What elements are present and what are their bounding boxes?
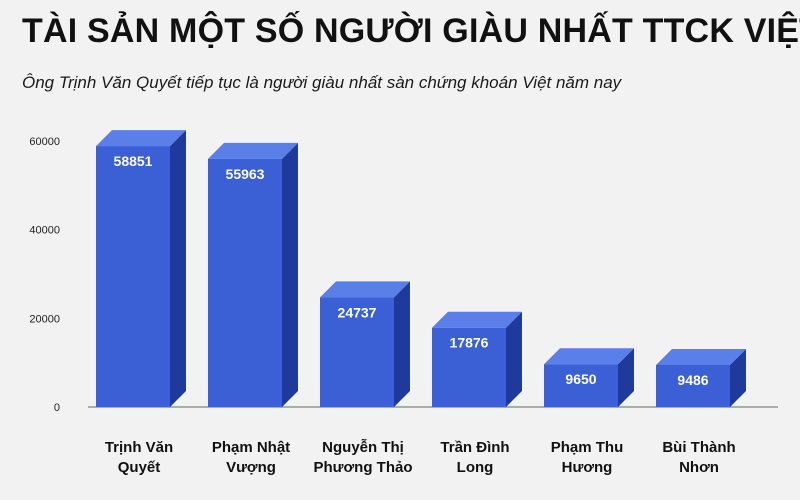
bar	[96, 146, 170, 407]
bar-top	[320, 281, 410, 298]
bar-side	[282, 142, 298, 407]
x-category-label: Bùi Thành	[662, 439, 735, 456]
bar-side	[170, 130, 186, 407]
bar	[544, 364, 618, 407]
bar-side	[730, 348, 746, 407]
bar-side	[506, 311, 522, 407]
x-category-label: Quyết	[118, 459, 161, 476]
bar-value-label: 24737	[338, 304, 377, 320]
chart-subtitle: Ông Trịnh Văn Quyết tiếp tục là người gi…	[22, 73, 622, 92]
bar-side	[618, 348, 634, 407]
x-category-label: Trịnh Văn	[105, 439, 173, 456]
x-category-label: Phạm Thu	[551, 439, 624, 456]
x-category-label: Long	[457, 459, 494, 476]
bar-value-label: 9486	[677, 372, 708, 388]
x-category-label: Phạm Nhật	[212, 439, 290, 456]
bar-top	[208, 142, 298, 159]
y-tick-label: 40000	[29, 225, 60, 237]
bar-top	[544, 348, 634, 365]
x-category-label: Nhơn	[679, 459, 719, 476]
bar-top	[656, 348, 746, 365]
chart-title: TÀI SẢN MỘT SỐ NGƯỜI GIÀU NHẤT TTCK VIỆT	[22, 12, 800, 50]
bar-side	[394, 281, 410, 407]
bar	[320, 297, 394, 407]
x-category-label: Hương	[562, 459, 613, 476]
y-tick-label: 0	[54, 402, 60, 414]
bar	[432, 327, 506, 407]
x-category-label: Trần Đình	[440, 439, 509, 456]
x-category-label: Nguyễn Thị	[322, 439, 404, 456]
y-tick-label: 20000	[29, 313, 60, 325]
bar-value-label: 58851	[114, 153, 153, 169]
bar	[656, 364, 730, 407]
bar-value-label: 9650	[565, 371, 596, 387]
bar-value-label: 17876	[450, 335, 489, 351]
y-tick-label: 60000	[29, 136, 60, 148]
bar	[208, 158, 282, 407]
bar-top	[432, 311, 522, 328]
bar-top	[96, 130, 186, 147]
x-category-label: Phương Thảo	[313, 459, 412, 476]
bar-value-label: 55963	[226, 166, 265, 182]
x-category-label: Vượng	[226, 459, 276, 476]
